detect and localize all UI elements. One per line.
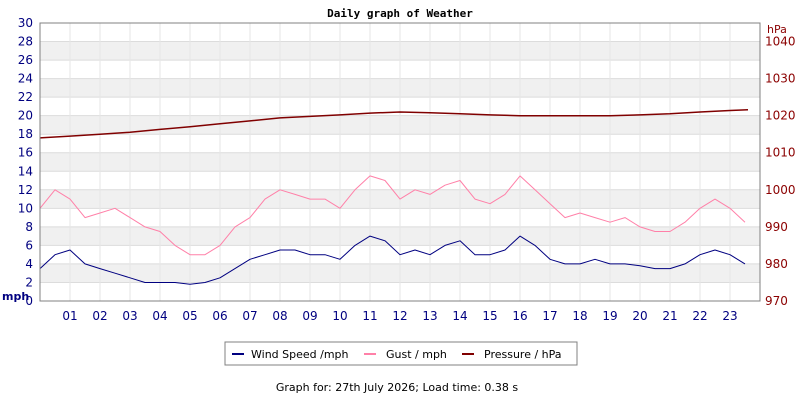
y-left-tick-label: 8 [25, 220, 33, 234]
y-left-tick-label: 26 [18, 53, 33, 67]
y-left-tick-label: 6 [25, 238, 33, 252]
legend-box [224, 341, 578, 366]
y-left-tick-label: 2 [25, 275, 33, 289]
y-left-tick-label: 18 [18, 127, 33, 141]
x-tick-label: 15 [482, 309, 497, 323]
y-right-tick-label: 1040 [765, 35, 796, 49]
y-left-tick-label: 22 [18, 90, 33, 104]
x-tick-label: 01 [62, 309, 77, 323]
x-axis-ticks: 01 02 03 04 05 06 07 08 09 10 11 12 13 14 15 16 17 18 19 20… [62, 309, 737, 323]
y-left-tick-label: 20 [18, 109, 33, 123]
footer-text: Graph for: 27th July 2026; Load time: 0.… [276, 381, 519, 394]
x-tick-label: 21 [662, 309, 677, 323]
legend-label-wind: Wind Speed /mph [251, 348, 349, 361]
y-left-tick-label: 24 [18, 72, 33, 86]
legend-label-pressure: Pressure / hPa [484, 348, 562, 361]
left-axis-unit: mph [2, 290, 29, 303]
y-left-tick-label: 16 [18, 146, 33, 160]
x-tick-label: 12 [392, 309, 407, 323]
x-tick-label: 04 [152, 309, 167, 323]
series-layer [39, 108, 749, 285]
x-tick-label: 08 [272, 309, 287, 323]
y-left-tick-label: 28 [18, 35, 33, 49]
x-tick-label: 22 [692, 309, 707, 323]
x-tick-label: 17 [542, 309, 557, 323]
y-right-tick-label: 1030 [765, 72, 796, 86]
y-left-tick-label: 4 [25, 257, 33, 271]
x-tick-label: 02 [92, 309, 107, 323]
x-tick-label: 19 [602, 309, 617, 323]
x-tick-label: 03 [122, 309, 137, 323]
legend-label-gust: Gust / mph [386, 348, 447, 361]
x-tick-label: 16 [512, 309, 527, 323]
y-left-tick-label: 0 [25, 294, 33, 308]
series-line-gust [39, 175, 746, 256]
y-left-tick-label: 12 [18, 183, 33, 197]
series-line-wind-speed [39, 235, 746, 285]
x-tick-label: 07 [242, 309, 257, 323]
y-right-tick-label: 980 [765, 257, 788, 271]
x-tick-label: 20 [632, 309, 647, 323]
y-left-tick-label: 14 [18, 164, 33, 178]
right-axis-unit: hPa [767, 23, 787, 36]
right-axis-ticks: 970 980 990 1000 1010 1020 1030 1040 [765, 35, 796, 308]
y-left-tick-label: 10 [18, 201, 33, 215]
y-right-tick-label: 1020 [765, 109, 796, 123]
x-tick-label: 06 [212, 309, 227, 323]
x-tick-label: 05 [182, 309, 197, 323]
x-tick-label: 13 [422, 309, 437, 323]
x-tick-label: 14 [452, 309, 467, 323]
y-left-tick-label: 30 [18, 16, 33, 30]
y-right-tick-label: 1000 [765, 183, 796, 197]
x-tick-label: 11 [362, 309, 377, 323]
x-tick-label: 09 [302, 309, 317, 323]
chart-title: Daily graph of Weather [327, 7, 473, 20]
y-right-tick-label: 1010 [765, 146, 796, 160]
y-right-tick-label: 990 [765, 220, 788, 234]
legend: Wind Speed /mph Gust / mph Pressure / hP… [224, 341, 578, 366]
x-tick-label: 18 [572, 309, 587, 323]
x-tick-label: 23 [722, 309, 737, 323]
plot-frame [39, 22, 761, 302]
series-line-pressure [39, 108, 749, 139]
y-right-tick-label: 970 [765, 294, 788, 308]
x-tick-label: 10 [332, 309, 347, 323]
